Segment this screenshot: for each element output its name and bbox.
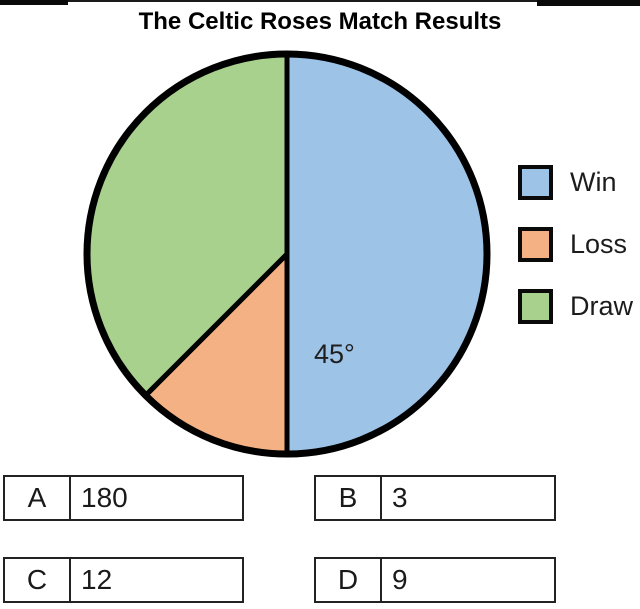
legend-swatch-win-icon (518, 165, 553, 200)
answer-value-c: 12 (81, 564, 113, 595)
answer-option-b[interactable]: B 3 (314, 475, 556, 521)
top-border-right-segment (537, 0, 640, 6)
top-border-left-segment (0, 0, 68, 5)
legend-label-draw: Draw (570, 291, 634, 321)
pie-outline (83, 50, 491, 458)
legend-item-loss: Loss (518, 227, 633, 262)
answer-value-b: 3 (392, 482, 408, 513)
answer-letter-a: A (5, 477, 71, 519)
legend-item-win: Win (518, 165, 633, 200)
legend-label-loss: Loss (570, 229, 628, 259)
chart-title: The Celtic Roses Match Results (138, 8, 502, 35)
legend-swatch-loss-icon (518, 227, 553, 262)
answer-option-d[interactable]: D 9 (314, 557, 556, 603)
answer-letter-d: D (316, 559, 382, 601)
legend: Win Loss Draw (518, 165, 633, 324)
slice-angle-annotation: 45° (314, 339, 355, 369)
legend-swatch-draw-icon (518, 289, 553, 324)
answer-value-a: 180 (81, 482, 128, 513)
pie-chart-area: 45° (77, 44, 497, 464)
top-border-line (68, 0, 537, 2)
answer-option-a[interactable]: A 180 (3, 475, 244, 521)
legend-label-win: Win (570, 167, 617, 197)
legend-item-draw: Draw (518, 289, 633, 324)
answer-value-d: 9 (392, 564, 408, 595)
answer-letter-c: C (5, 559, 71, 601)
answer-letter-b: B (316, 477, 382, 519)
pie-chart (83, 50, 491, 458)
answer-option-c[interactable]: C 12 (3, 557, 244, 603)
pie-slice-win (284, 51, 490, 457)
